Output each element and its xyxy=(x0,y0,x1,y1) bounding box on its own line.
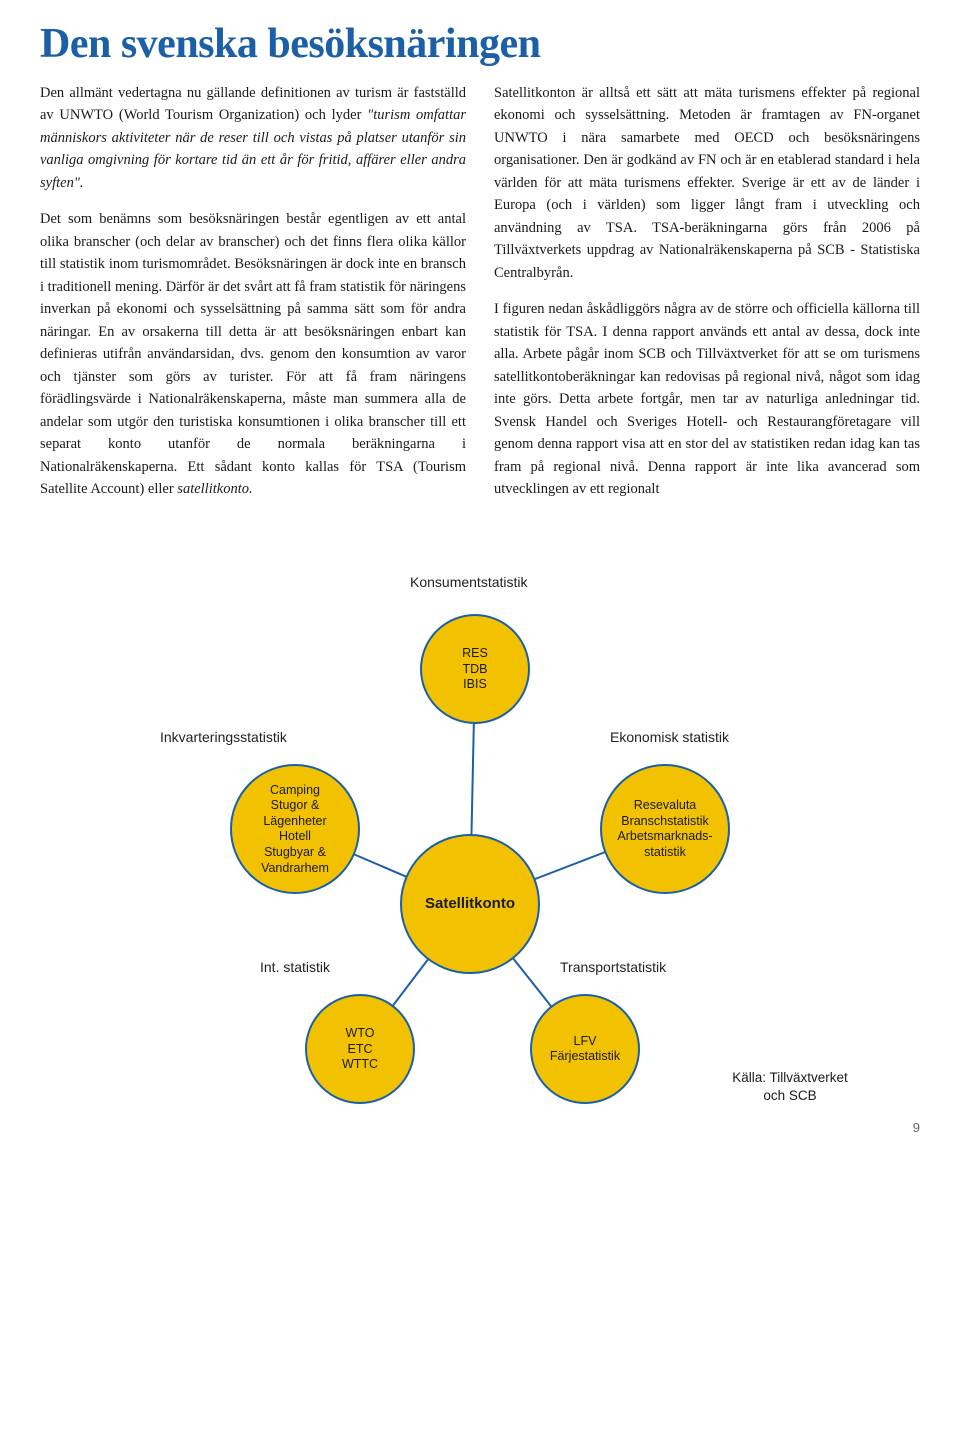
node-bright: LFVFärjestatistik xyxy=(530,994,640,1104)
para-2-italic: satellitkonto. xyxy=(177,481,252,497)
diagram-source: Källa: Tillväxtverketoch SCB xyxy=(720,1069,860,1104)
diagram-container: Källa: Tillväxtverketoch SCB Satellitkon… xyxy=(40,544,920,1114)
satellite-diagram: Källa: Tillväxtverketoch SCB Satellitkon… xyxy=(100,544,860,1114)
page-number: 9 xyxy=(40,1120,920,1135)
column-left: Den allmänt vedertagna nu gällande defin… xyxy=(40,82,466,514)
node-right: ResevalutaBranschstatistikArbetsmarknads… xyxy=(600,764,730,894)
label-right: Ekonomisk statistik xyxy=(610,729,729,745)
text-columns: Den allmänt vedertagna nu gällande defin… xyxy=(40,82,920,514)
label-left: Inkvarteringsstatistik xyxy=(160,729,287,745)
node-left: CampingStugor &LägenheterHotellStugbyar … xyxy=(230,764,360,894)
label-bleft: Int. statistik xyxy=(260,959,330,975)
para-3: Satellitkonton är alltså ett sätt att mä… xyxy=(494,82,920,284)
node-top: RESTDBIBIS xyxy=(420,614,530,724)
para-2: Det som benämns som besöksnäringen bestå… xyxy=(40,208,466,500)
label-bright: Transportstatistik xyxy=(560,959,666,975)
page-title: Den svenska besöksnäringen xyxy=(40,20,920,68)
para-4: I figuren nedan åskådliggörs några av de… xyxy=(494,298,920,500)
node-bleft: WTOETCWTTC xyxy=(305,994,415,1104)
node-center: Satellitkonto xyxy=(400,834,540,974)
label-top: Konsumentstatistik xyxy=(410,574,528,590)
para-2-plain: Det som benämns som besöksnäringen bestå… xyxy=(40,211,466,497)
column-right: Satellitkonton är alltså ett sätt att mä… xyxy=(494,82,920,514)
para-1: Den allmänt vedertagna nu gällande defin… xyxy=(40,82,466,194)
